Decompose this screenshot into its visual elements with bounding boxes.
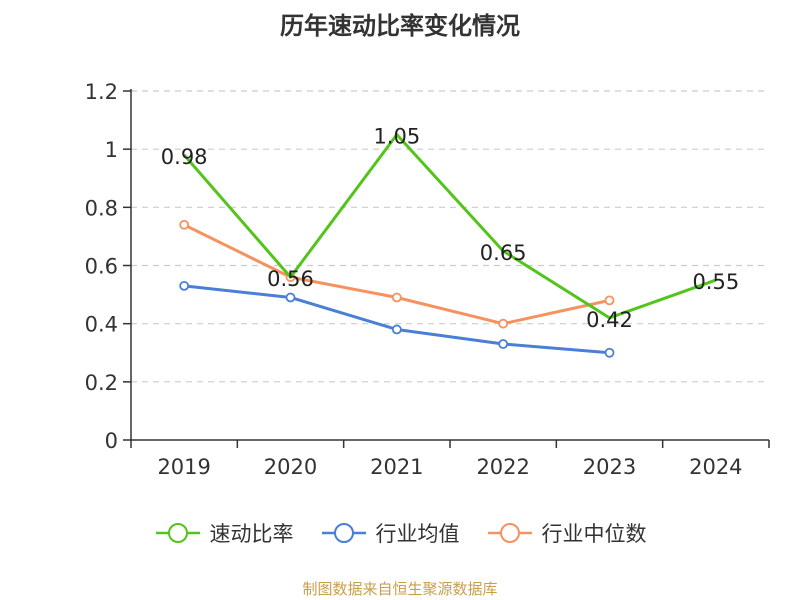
y-tick-label: 0.4	[85, 313, 118, 337]
data-label: 0.42	[586, 308, 633, 332]
y-tick-label: 0.2	[85, 371, 118, 395]
legend-label: 行业均值	[375, 522, 460, 546]
data-label: 0.56	[267, 267, 314, 291]
series-layer	[179, 133, 717, 358]
grid-lines	[131, 90, 769, 383]
legend-item-industry-mean[interactable]: 行业均值	[320, 518, 460, 548]
x-tick-label: 2022	[476, 455, 529, 479]
series-point-2	[391, 292, 402, 303]
data-label: 0.98	[161, 145, 208, 169]
legend-marker-icon	[155, 523, 200, 543]
legend-marker-icon	[321, 523, 366, 543]
series-line-2	[183, 223, 610, 326]
x-tick-label: 2020	[264, 455, 317, 479]
chart-title: 历年速动比率变化情况	[280, 12, 520, 40]
legend-item-industry-median[interactable]: 行业中位数	[486, 518, 647, 548]
series-point-1	[179, 280, 190, 291]
x-tick-label: 2023	[583, 455, 636, 479]
y-tick-label: 1	[105, 138, 118, 162]
series-point-1	[391, 324, 402, 335]
x-tick-label: 2024	[689, 455, 742, 479]
x-tick-label: 2021	[370, 455, 423, 479]
series-point-1	[498, 339, 509, 349]
data-label: 1.05	[373, 125, 420, 149]
legend-marker-icon	[487, 523, 532, 543]
data-label: 0.65	[480, 241, 527, 265]
x-tick-label: 2019	[157, 455, 210, 479]
legend: 速动比率 行业均值 行业中位数	[0, 518, 800, 548]
axes: 0 0.2 0.4 0.6 0.8 1 1.2 2019 2020 2021 2022 2023 202…	[85, 80, 770, 479]
series-point-2	[604, 295, 615, 306]
series-point-1	[285, 292, 296, 303]
y-tick-label: 0	[105, 429, 118, 453]
legend-label: 速动比率	[209, 522, 294, 546]
legend-label: 行业中位数	[541, 522, 647, 546]
y-tick-label: 1.2	[85, 80, 118, 104]
series-line-0	[183, 133, 717, 320]
series-point-2	[179, 219, 190, 230]
series-point-1	[604, 347, 615, 358]
y-tick-label: 0.8	[85, 196, 118, 220]
data-labels: 0.98 0.56 1.05 0.65 0.42 0.55	[161, 125, 739, 332]
series-point-2	[498, 318, 509, 329]
data-label: 0.55	[692, 270, 739, 294]
legend-item-quick-ratio[interactable]: 速动比率	[154, 518, 294, 548]
source-note: 制图数据来自恒生聚源数据库	[302, 580, 498, 598]
y-tick-label: 0.6	[85, 255, 118, 279]
